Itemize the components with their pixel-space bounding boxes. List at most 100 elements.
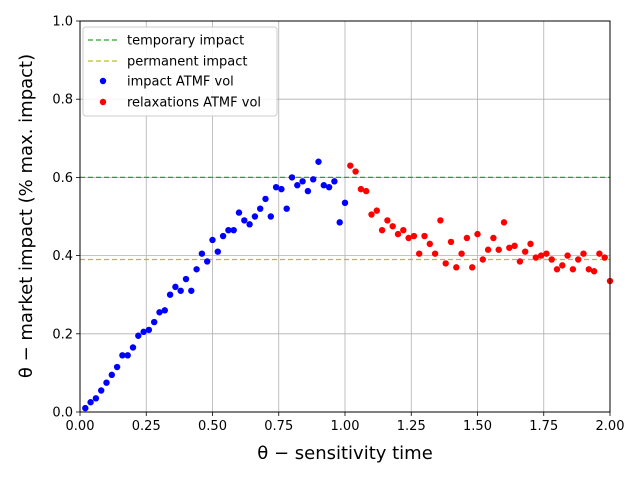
y-tick-label: 0.4 (52, 249, 73, 264)
relaxation-point (421, 232, 428, 240)
legend-marker-relaxations (99, 98, 107, 106)
relaxation-point (447, 238, 455, 246)
impact-point (98, 387, 105, 394)
x-tick-label: 0.50 (198, 419, 227, 434)
impact-point (129, 344, 137, 351)
relaxation-point (522, 248, 529, 255)
impact-point (331, 178, 338, 185)
relaxation-point (384, 217, 391, 224)
relaxation-point (500, 219, 508, 226)
relaxation-point (426, 240, 433, 248)
impact-point (283, 205, 290, 212)
impact-point (294, 182, 301, 189)
legend-box (82, 26, 278, 117)
impact-point (241, 217, 248, 224)
impact-point (230, 226, 237, 234)
impact-point (278, 185, 285, 193)
impact-point (161, 307, 168, 314)
relaxation-point (437, 217, 444, 224)
x-tick-label: 1.00 (331, 419, 360, 434)
relaxation-point (575, 256, 582, 263)
x-tick-label: 0.75 (264, 419, 293, 434)
relaxation-point (484, 246, 492, 253)
impact-point (288, 174, 296, 181)
relaxation-point (378, 226, 386, 234)
relaxation-point (596, 250, 603, 257)
relaxation-point (458, 250, 465, 257)
impact-point (299, 178, 306, 185)
impact-point (225, 226, 232, 234)
relaxation-point (527, 240, 534, 248)
relaxation-point (479, 256, 486, 263)
impact-point (304, 187, 312, 195)
impact-point (267, 213, 274, 220)
impact-point (177, 287, 184, 294)
relaxation-point (347, 162, 354, 169)
axis-ticks: 0.00 0.25 0.50 0.75 1.00 1.25 1.50 1.75 2.00 0.0 0… (52, 15, 624, 435)
relaxation-point (368, 211, 375, 218)
impact-point (204, 258, 211, 265)
legend-label-relaxations: relaxations ATMF vol (127, 96, 261, 111)
legend-label-permanent: permanent impact (127, 55, 247, 70)
impact-point (320, 182, 327, 189)
relaxation-point (453, 264, 460, 271)
relaxation-point (532, 254, 539, 261)
relaxation-point (601, 254, 608, 261)
impact-point (156, 309, 163, 316)
relaxation-point (559, 262, 566, 269)
y-tick-label: 0.2 (52, 327, 73, 342)
relaxation-point (474, 230, 481, 238)
impact-point (82, 404, 89, 412)
impact-point (113, 363, 121, 371)
impact-point (92, 395, 100, 402)
data-points (82, 158, 614, 412)
y-tick-label: 0.8 (52, 93, 73, 108)
relaxation-point (352, 168, 359, 175)
x-tick-label: 1.50 (463, 419, 492, 434)
y-tick-label: 0.0 (52, 406, 73, 421)
relaxation-point (394, 230, 402, 238)
impact-point (209, 236, 216, 244)
x-tick-label: 0.00 (66, 419, 95, 434)
relaxation-point (564, 252, 571, 259)
relaxation-point (569, 266, 577, 273)
relaxation-point (357, 185, 365, 193)
relaxation-point (511, 242, 518, 250)
impact-point (103, 379, 110, 386)
impact-point (193, 266, 200, 273)
impact-point (310, 176, 317, 183)
impact-point (119, 352, 126, 359)
x-tick-label: 0.25 (132, 419, 161, 434)
impact-point (246, 221, 253, 228)
impact-point (251, 213, 259, 220)
relaxation-point (363, 187, 370, 195)
relaxation-point (373, 207, 380, 214)
y-axis-label: θ − market impact (% max. impact) (16, 54, 37, 378)
legend: temporary impact permanent impact impact… (82, 26, 278, 117)
impact-point (235, 209, 243, 216)
impact-point (315, 158, 322, 165)
relaxation-point (585, 266, 592, 273)
impact-point (219, 232, 227, 240)
relaxation-point (389, 223, 396, 230)
legend-label-impact: impact ATMF vol (127, 75, 234, 90)
impact-point (140, 328, 147, 336)
relaxation-point (410, 232, 418, 240)
x-axis-label: θ − sensitivity time (257, 443, 433, 464)
impact-point (214, 248, 221, 255)
x-tick-label: 2.00 (596, 419, 625, 434)
impact-point (272, 183, 280, 191)
impact-point (262, 195, 269, 203)
y-tick-label: 1.0 (52, 15, 73, 30)
impact-point (341, 199, 349, 207)
impact-point (336, 219, 343, 226)
relaxation-point (495, 246, 502, 253)
relaxation-point (416, 250, 423, 257)
relaxation-point (548, 256, 555, 263)
relaxation-point (463, 234, 471, 242)
relaxation-point (431, 250, 439, 257)
impact-point (172, 283, 179, 291)
relaxation-point (580, 250, 587, 257)
impact-point (325, 183, 333, 191)
